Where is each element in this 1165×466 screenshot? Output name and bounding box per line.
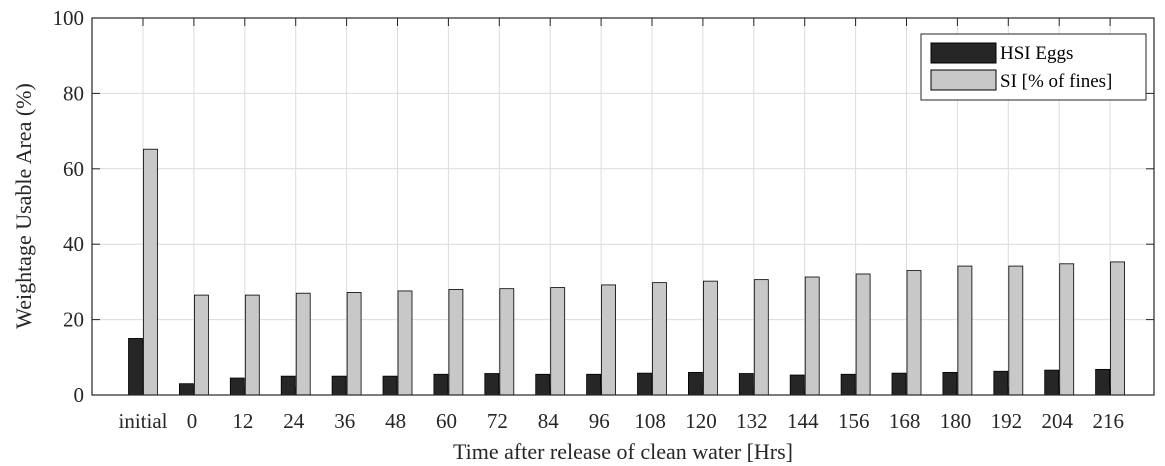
bar-hsi-eggs [128, 338, 143, 396]
bar-si-fines [397, 290, 413, 396]
bar-hsi-eggs [637, 372, 652, 396]
x-tick-label: 24 [283, 409, 305, 433]
bar-hsi-eggs [789, 374, 805, 396]
bar-hsi-eggs [1095, 368, 1110, 396]
bar-hsi-eggs [331, 375, 347, 396]
bar-si-fines [1110, 261, 1125, 396]
legend-swatch-si-fines [930, 69, 997, 91]
x-axis-title: Time after release of clean water [Hrs] [453, 439, 793, 464]
bar-si-fines [244, 294, 260, 396]
x-tick-label: 108 [634, 409, 666, 433]
x-tick-label: 0 [187, 409, 198, 433]
y-tick-label: 80 [63, 81, 84, 105]
bar-si-fines [855, 273, 871, 396]
y-axis-title: Weightage Usable Area (%) [11, 83, 36, 329]
bar-hsi-eggs [840, 373, 856, 396]
x-tick-label: 132 [736, 409, 768, 433]
x-tick-label: 204 [1042, 409, 1074, 433]
bar-hsi-eggs [688, 371, 703, 396]
bar-hsi-eggs [229, 377, 245, 396]
x-tick-label: 180 [940, 409, 972, 433]
x-tick-label: 144 [787, 409, 819, 433]
legend-label-hsi-eggs: HSI Eggs [1000, 43, 1073, 64]
legend-label-si-fines: SI [% of fines] [1000, 71, 1112, 92]
bar-hsi-eggs [1044, 369, 1060, 396]
y-tick-label: 60 [63, 157, 84, 181]
x-tick-label: 48 [385, 409, 406, 433]
bar-hsi-eggs [586, 373, 601, 396]
y-axis-ticks: 0 20 40 60 80 100 [53, 6, 1154, 407]
bar-si-fines [499, 288, 515, 396]
legend-swatch-hsi-eggs [930, 42, 997, 64]
x-tick-label: 96 [589, 409, 610, 433]
bar-si-fines [1059, 263, 1075, 396]
bar-hsi-eggs [535, 373, 551, 396]
bar-si-fines [652, 282, 667, 396]
bar-si-fines [906, 270, 922, 396]
x-tick-label: 84 [538, 409, 560, 433]
bar-si-fines [1008, 265, 1024, 396]
bar-hsi-eggs [993, 370, 1009, 396]
x-tick-label: 216 [1092, 409, 1124, 433]
bar-si-fines [703, 280, 718, 396]
x-tick-label: 60 [436, 409, 457, 433]
y-tick-label: 100 [53, 6, 85, 30]
bar-hsi-eggs [484, 373, 500, 396]
grid-lines [92, 18, 1154, 395]
y-tick-label: 40 [63, 232, 84, 256]
bar-si-fines [804, 276, 820, 396]
x-tick-label: 120 [685, 409, 717, 433]
bar-hsi-eggs [942, 371, 958, 396]
bar-si-fines [193, 294, 209, 396]
x-tick-label: 72 [487, 409, 508, 433]
x-tick-label: 156 [838, 409, 870, 433]
bar-si-fines [601, 284, 616, 396]
bar-si-fines [143, 148, 158, 396]
bar-si-fines [957, 265, 973, 396]
bar-hsi-eggs [891, 372, 907, 396]
x-tick-label: 168 [889, 409, 921, 433]
x-tick-label: 36 [334, 409, 355, 433]
bar-si-fines [346, 292, 362, 396]
plot-frame [91, 17, 1155, 396]
legend: HSI Eggs SI [% of fines] [920, 33, 1147, 101]
bar-si-fines [550, 287, 566, 396]
bar-hsi-eggs [433, 373, 449, 396]
bar-si-fines [295, 292, 311, 396]
bar-hsi-eggs [738, 373, 754, 396]
bar-hsi-eggs [382, 375, 398, 396]
bar-hsi-eggs [178, 383, 194, 396]
y-tick-label: 0 [74, 383, 85, 407]
x-tick-label: 192 [991, 409, 1023, 433]
bar-hsi-eggs [280, 375, 296, 396]
y-tick-label: 20 [63, 308, 84, 332]
bar-si-fines [753, 279, 769, 396]
x-tick-label: 12 [232, 409, 253, 433]
bar-si-fines [448, 289, 464, 396]
x-tick-label: initial [119, 409, 168, 433]
bars [128, 148, 1125, 396]
x-axis-ticks: initial 0 12 24 36 48 60 72 84 96 108 120 132 144 156 1… [119, 18, 1124, 433]
